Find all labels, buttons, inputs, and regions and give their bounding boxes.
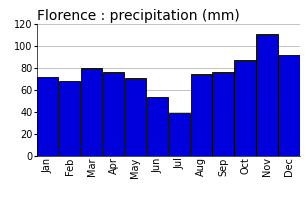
Bar: [147, 97, 168, 156]
Bar: [59, 81, 80, 156]
Bar: [212, 72, 234, 156]
Bar: [37, 77, 58, 156]
Bar: [191, 73, 212, 156]
Bar: [234, 60, 256, 156]
Bar: [103, 72, 124, 156]
Text: Florence : precipitation (mm): Florence : precipitation (mm): [37, 9, 240, 23]
Bar: [256, 34, 278, 156]
Bar: [81, 68, 102, 156]
Bar: [169, 113, 190, 156]
Bar: [278, 55, 300, 156]
Bar: [125, 78, 146, 156]
Text: www.allmetsat.com: www.allmetsat.com: [39, 144, 128, 153]
